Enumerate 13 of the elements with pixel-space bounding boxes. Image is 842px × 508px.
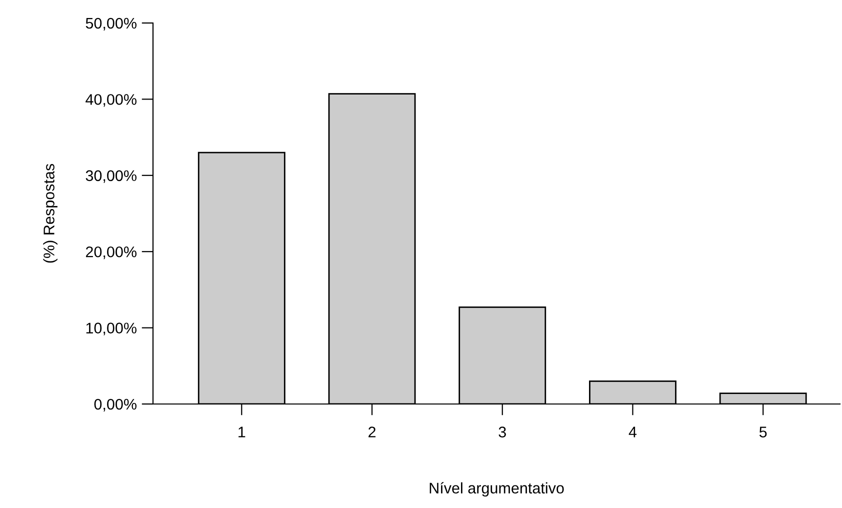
y-tick-label: 50,00%	[86, 18, 136, 30]
x-tick-label: 1	[238, 426, 246, 438]
x-tick-label: 3	[498, 426, 506, 438]
x-tick-label: 5	[759, 426, 767, 438]
x-tick-label: 2	[368, 426, 376, 438]
y-axis-title: (%) Respostas	[43, 164, 58, 263]
y-tick-label: 30,00%	[86, 170, 136, 183]
x-axis-title: Nível argumentativo	[430, 482, 564, 497]
y-tick-label: 40,00%	[86, 94, 136, 107]
y-tick-label: 0,00%	[94, 398, 136, 412]
y-tick-label: 20,00%	[86, 246, 136, 260]
y-tick-label: 10,00%	[86, 322, 136, 336]
x-tick-label: 4	[628, 426, 637, 438]
